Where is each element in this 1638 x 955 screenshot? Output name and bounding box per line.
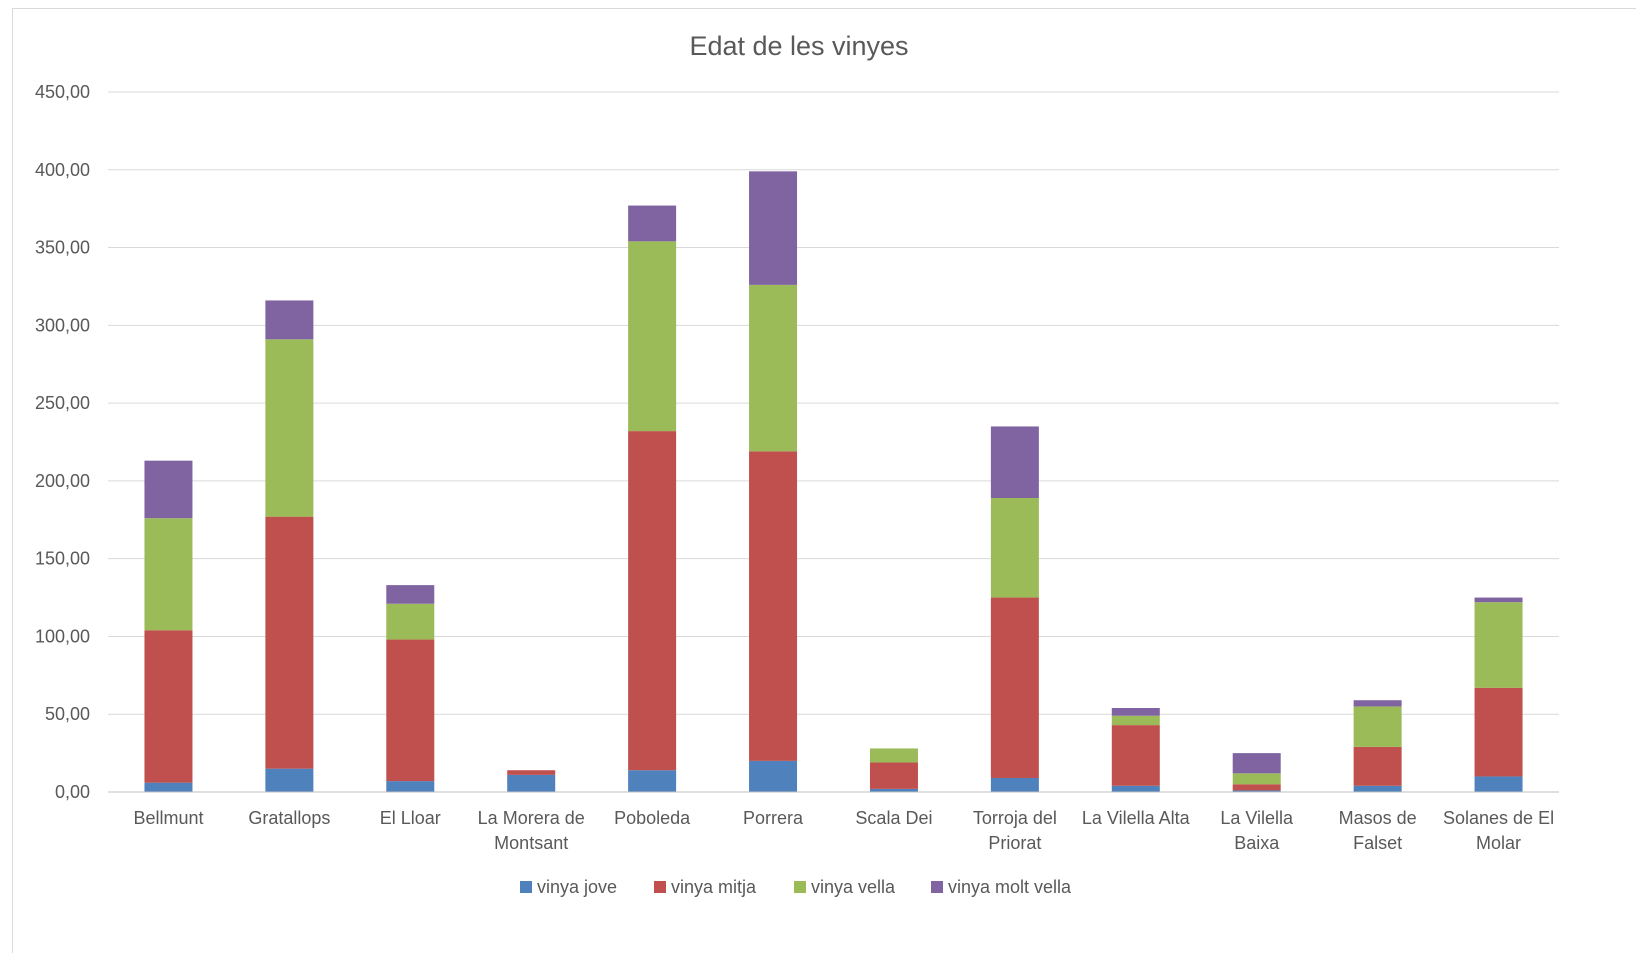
bar-segment-vinya-jove (507, 774, 556, 792)
x-category-label: Porrera (743, 808, 804, 828)
x-category-label: Poboleda (614, 808, 691, 828)
legend-label: vinya vella (811, 877, 896, 897)
bar-segment-vinya-molt-vella (628, 205, 677, 242)
bar-segment-vinya-vella (265, 339, 314, 517)
x-category-label: Falset (1353, 833, 1402, 853)
bar-segment-vinya-molt-vella (265, 300, 314, 340)
bar-segment-vinya-mitja (628, 431, 677, 771)
y-axis-ticks: 0,00 50,00 100,00 150,00 200,00 250,00 300,00 3… (35, 82, 90, 802)
bar-segment-vinya-mitja (749, 451, 798, 761)
x-category-label: La Morera de (478, 808, 585, 828)
bar-segment-vinya-molt-vella (990, 426, 1039, 498)
bar-segment-vinya-mitja (869, 762, 918, 789)
x-category-label: Priorat (988, 833, 1041, 853)
legend-swatch (931, 881, 943, 893)
legend: vinya jove vinya mitja vinya vella vinya mo… (520, 877, 1072, 897)
legend-swatch (794, 881, 806, 893)
chart-title: Edat de les vinyes (689, 31, 908, 61)
bar-segment-vinya-jove (869, 788, 918, 792)
legend-label: vinya jove (537, 877, 617, 897)
bar-segment-vinya-jove (265, 768, 314, 792)
bar-segment-vinya-molt-vella (144, 460, 193, 519)
bar-segment-vinya-jove (144, 782, 193, 792)
x-category-label: El Lloar (380, 808, 441, 828)
bar-segment-vinya-mitja (990, 597, 1039, 778)
bar-segment-vinya-jove (1474, 776, 1523, 792)
y-tick-label: 350,00 (35, 238, 90, 258)
bar-segment-vinya-molt-vella (386, 585, 435, 604)
y-tick-label: 400,00 (35, 160, 90, 180)
x-category-label: Solanes de El (1443, 808, 1554, 828)
bar-segment-vinya-vella (1474, 602, 1523, 688)
y-tick-label: 150,00 (35, 549, 90, 569)
bar-segment-vinya-molt-vella (749, 171, 798, 285)
bar-segment-vinya-mitja (507, 770, 556, 775)
chart-frame: Edat de les vinyes 0,00 50,00 100,00 150,00… (12, 8, 1636, 953)
gridlines (108, 91, 1559, 715)
legend-label: vinya mitja (671, 877, 757, 897)
x-category-label: La Vilella Alta (1082, 808, 1191, 828)
bar-segment-vinya-jove (1353, 785, 1402, 792)
bar-segment-vinya-molt-vella (1111, 708, 1160, 716)
bars (144, 171, 1523, 792)
x-category-label: Gratallops (248, 808, 330, 828)
bar-segment-vinya-molt-vella (1474, 597, 1523, 603)
bar-segment-vinya-jove (386, 781, 435, 792)
legend-swatch (654, 881, 666, 893)
x-category-label: Torroja del (973, 808, 1057, 828)
bar-segment-vinya-molt-vella (1353, 700, 1402, 707)
y-tick-label: 450,00 (35, 82, 90, 102)
x-category-label: Baixa (1234, 833, 1280, 853)
bar-segment-vinya-mitja (1353, 746, 1402, 786)
bar-segment-vinya-vella (1111, 715, 1160, 726)
bar-segment-vinya-jove (628, 770, 677, 792)
bar-segment-vinya-vella (1232, 773, 1281, 785)
x-category-label: Masos de (1339, 808, 1417, 828)
y-tick-label: 100,00 (35, 626, 90, 646)
bar-segment-vinya-jove (749, 760, 798, 792)
bar-segment-vinya-molt-vella (1232, 753, 1281, 774)
bar-segment-vinya-vella (1353, 706, 1402, 747)
bar-segment-vinya-jove (1232, 790, 1281, 792)
bar-segment-vinya-vella (990, 498, 1039, 598)
legend-label: vinya molt vella (948, 877, 1072, 897)
bar-segment-vinya-jove (1111, 785, 1160, 792)
y-tick-label: 300,00 (35, 315, 90, 335)
bar-segment-vinya-vella (749, 284, 798, 452)
x-category-label: Scala Dei (855, 808, 932, 828)
y-tick-label: 200,00 (35, 471, 90, 491)
y-tick-label: 250,00 (35, 393, 90, 413)
bar-segment-vinya-vella (869, 748, 918, 763)
bar-segment-vinya-mitja (1474, 687, 1523, 777)
bar-segment-vinya-mitja (144, 630, 193, 783)
x-category-label: Molar (1476, 833, 1521, 853)
x-category-label: Bellmunt (133, 808, 203, 828)
bar-segment-vinya-vella (628, 241, 677, 432)
bar-segment-vinya-vella (144, 518, 193, 631)
bar-segment-vinya-mitja (1232, 784, 1281, 791)
bar-segment-vinya-mitja (265, 516, 314, 769)
y-tick-label: 0,00 (55, 782, 90, 802)
y-tick-label: 50,00 (45, 704, 90, 724)
x-category-label: La Vilella (1220, 808, 1294, 828)
bar-segment-vinya-vella (386, 603, 435, 640)
stacked-bar-chart: Edat de les vinyes 0,00 50,00 100,00 150,00… (35, 31, 1559, 897)
legend-swatch (520, 881, 532, 893)
x-axis-labels: Bellmunt Gratallops El Lloar La Morera de Mo… (133, 808, 1554, 853)
bar-segment-vinya-jove (990, 778, 1039, 792)
bar-segment-vinya-mitja (386, 639, 435, 782)
bar-segment-vinya-mitja (1111, 725, 1160, 786)
x-category-label: Montsant (494, 833, 568, 853)
